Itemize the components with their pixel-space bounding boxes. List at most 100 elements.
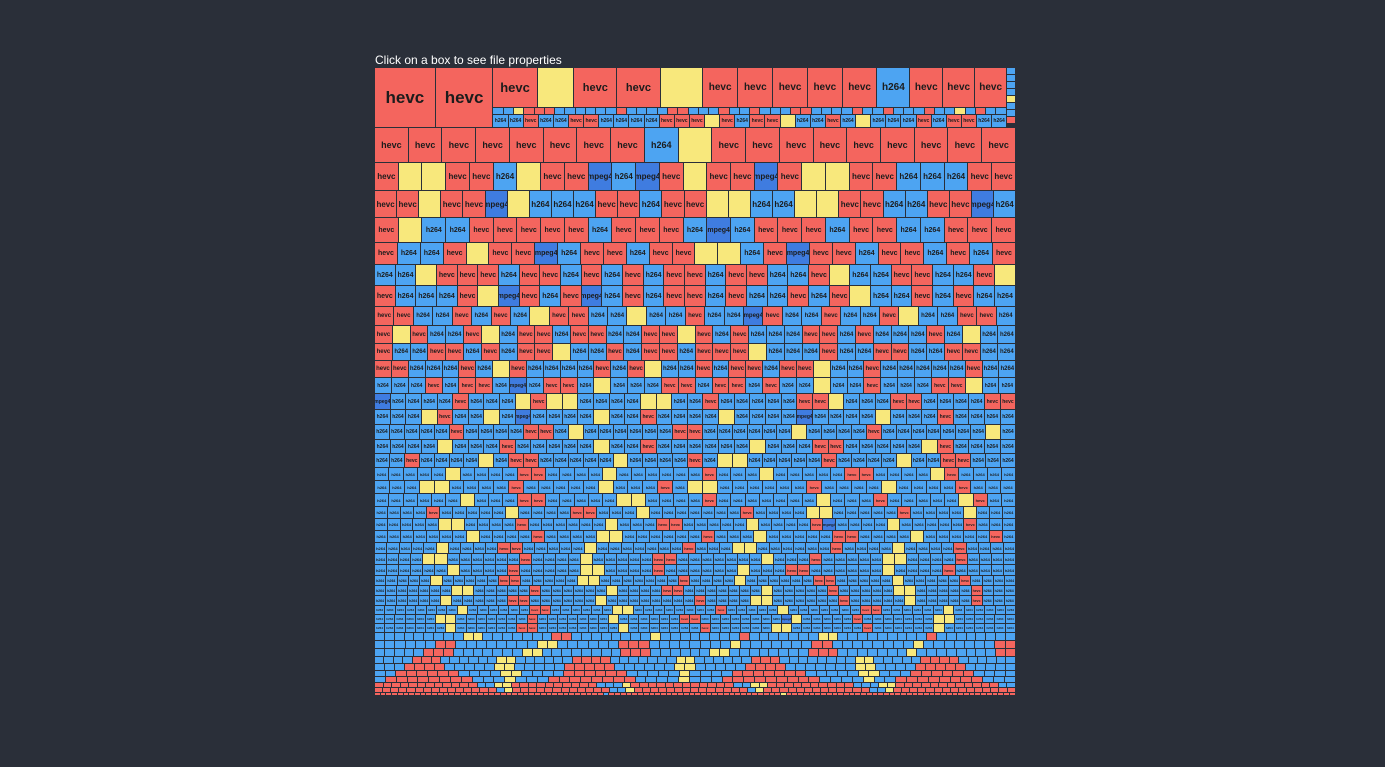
file-box-h264[interactable] xyxy=(986,649,996,656)
file-box-hevc[interactable]: hevc xyxy=(685,307,705,325)
file-box-h264[interactable]: h264 xyxy=(660,494,674,506)
file-box-h264[interactable]: h264 xyxy=(395,624,405,632)
file-box-h264[interactable] xyxy=(821,108,832,114)
file-box-hevc[interactable] xyxy=(451,677,461,682)
file-box-h264[interactable]: h264 xyxy=(906,410,922,424)
file-box-h264[interactable]: h264 xyxy=(646,543,658,553)
file-box-h264[interactable]: h264 xyxy=(847,576,858,585)
file-box-h264[interactable]: h264 xyxy=(386,586,397,595)
file-box-h264[interactable]: h264 xyxy=(690,576,701,585)
file-box-hevc[interactable]: hevc xyxy=(491,307,510,325)
file-box-hevc[interactable] xyxy=(796,688,804,692)
file-box-h264[interactable]: h264 xyxy=(616,565,628,575)
file-box-h264[interactable]: h264 xyxy=(483,565,495,575)
file-box-other[interactable] xyxy=(436,615,446,623)
file-box-h264[interactable] xyxy=(853,641,863,648)
file-box-hevc[interactable]: hevc xyxy=(906,394,922,409)
file-box-hevc[interactable]: hevc xyxy=(530,606,540,614)
file-box-hevc[interactable]: hevc xyxy=(517,494,531,506)
file-box-hevc[interactable] xyxy=(751,657,761,663)
file-box-h264[interactable] xyxy=(655,664,665,670)
file-box-hevc[interactable]: hevc xyxy=(954,543,966,553)
file-box-h264[interactable] xyxy=(1007,103,1016,109)
file-box-h264[interactable]: h264 xyxy=(847,361,864,377)
file-box-mpeg4[interactable]: mpeg4 xyxy=(588,163,612,190)
file-box-h264[interactable] xyxy=(1007,68,1016,74)
file-box-h264[interactable]: h264 xyxy=(731,218,754,242)
file-box-h264[interactable]: h264 xyxy=(375,606,385,614)
file-box-h264[interactable]: h264 xyxy=(453,531,466,542)
file-box-h264[interactable]: h264 xyxy=(629,596,640,605)
file-box-h264[interactable]: h264 xyxy=(734,410,750,424)
file-box-h264[interactable]: h264 xyxy=(723,576,734,585)
file-box-h264[interactable]: h264 xyxy=(847,378,864,393)
file-box-h264[interactable] xyxy=(704,657,714,663)
file-box-hevc[interactable] xyxy=(855,693,861,695)
file-box-h264[interactable] xyxy=(394,649,404,656)
file-box-h264[interactable]: h264 xyxy=(375,624,385,632)
file-box-h264[interactable]: h264 xyxy=(403,494,417,506)
file-box-h264[interactable]: h264 xyxy=(739,586,750,595)
file-box-h264[interactable] xyxy=(455,664,465,670)
file-box-hevc[interactable] xyxy=(809,693,815,695)
file-box-other[interactable] xyxy=(759,683,768,687)
file-box-h264[interactable]: h264 xyxy=(858,507,871,518)
file-box-h264[interactable]: h264 xyxy=(720,624,731,632)
file-box-h264[interactable]: h264 xyxy=(745,468,759,480)
file-box-h264[interactable]: h264 xyxy=(573,596,584,605)
file-box-hevc[interactable] xyxy=(788,688,796,692)
file-box-hevc[interactable]: hevc xyxy=(688,425,702,439)
file-box-hevc[interactable] xyxy=(592,693,598,695)
file-box-h264[interactable]: h264 xyxy=(792,624,802,632)
file-box-hevc[interactable]: hevc xyxy=(695,361,712,377)
file-box-h264[interactable]: h264 xyxy=(568,615,578,623)
file-box-h264[interactable] xyxy=(444,633,453,640)
file-box-hevc[interactable]: hevc xyxy=(948,378,965,393)
file-box-h264[interactable]: h264 xyxy=(995,606,1005,614)
file-box-h264[interactable]: h264 xyxy=(732,481,747,493)
file-box-hevc[interactable]: hevc xyxy=(863,624,873,632)
file-box-hevc[interactable] xyxy=(580,683,588,687)
file-box-h264[interactable] xyxy=(527,641,537,648)
file-box-hevc[interactable] xyxy=(643,693,649,695)
file-box-hevc[interactable] xyxy=(787,677,798,682)
file-box-h264[interactable]: h264 xyxy=(759,494,773,506)
file-box-h264[interactable]: h264 xyxy=(783,586,794,595)
file-box-h264[interactable]: h264 xyxy=(456,615,466,623)
file-box-h264[interactable]: h264 xyxy=(419,425,434,439)
file-box-hevc[interactable] xyxy=(461,677,472,682)
file-box-h264[interactable]: h264 xyxy=(703,410,719,424)
file-box-h264[interactable]: h264 xyxy=(894,596,905,605)
file-box-h264[interactable] xyxy=(742,683,751,687)
file-box-h264[interactable]: h264 xyxy=(375,454,389,467)
file-box-h264[interactable]: h264 xyxy=(863,615,873,623)
file-box-h264[interactable]: h264 xyxy=(927,596,938,605)
file-box-hevc[interactable] xyxy=(812,641,822,648)
file-box-hevc[interactable]: hevc xyxy=(535,344,553,360)
file-box-h264[interactable] xyxy=(825,664,835,670)
file-box-h264[interactable]: h264 xyxy=(812,615,822,623)
file-box-hevc[interactable] xyxy=(561,688,569,692)
file-box-hevc[interactable] xyxy=(418,677,429,682)
file-box-h264[interactable]: h264 xyxy=(599,115,614,127)
file-box-hevc[interactable] xyxy=(791,108,801,114)
file-box-h264[interactable]: h264 xyxy=(873,615,883,623)
file-box-hevc[interactable] xyxy=(930,657,940,663)
file-box-h264[interactable]: h264 xyxy=(924,243,947,264)
file-box-h264[interactable]: h264 xyxy=(683,218,707,242)
file-box-hevc[interactable]: hevc xyxy=(701,531,715,542)
file-box-h264[interactable]: h264 xyxy=(578,394,593,409)
file-box-h264[interactable] xyxy=(934,641,944,648)
file-box-hevc[interactable]: hevc xyxy=(508,565,520,575)
file-box-hevc[interactable]: hevc xyxy=(658,481,673,493)
file-box-h264[interactable]: h264 xyxy=(915,361,931,377)
file-box-h264[interactable]: h264 xyxy=(375,425,389,439)
file-box-h264[interactable]: h264 xyxy=(572,543,584,553)
file-box-hevc[interactable]: hevc xyxy=(861,606,871,614)
file-box-h264[interactable] xyxy=(475,664,485,670)
file-box-h264[interactable]: h264 xyxy=(802,494,816,506)
file-box-h264[interactable]: h264 xyxy=(802,624,812,632)
file-box-h264[interactable] xyxy=(621,633,631,640)
file-box-hevc[interactable] xyxy=(529,688,537,692)
file-box-h264[interactable]: h264 xyxy=(987,468,1001,480)
